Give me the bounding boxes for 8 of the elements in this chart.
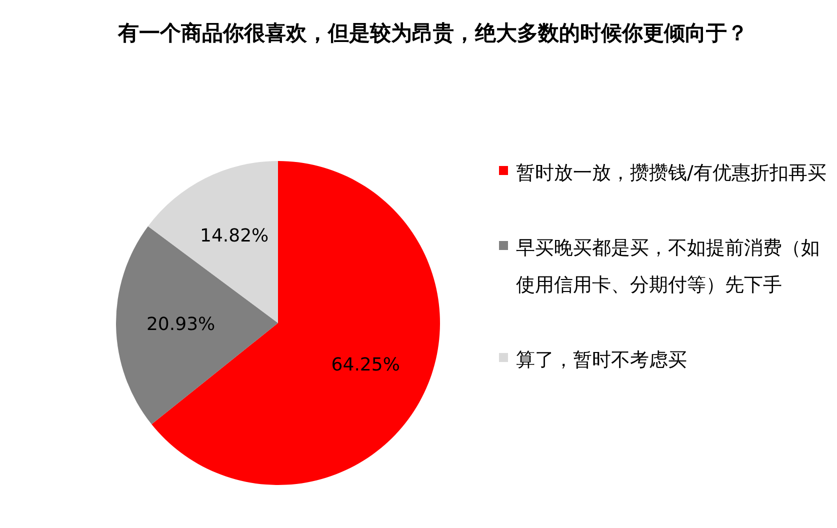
legend-label: 早买晚买都是买，不如提前消费（如使用信用卡、分期付等）先下手 bbox=[516, 237, 820, 296]
legend-label: 暂时放一放，攒攒钱/有优惠折扣再买 bbox=[516, 162, 826, 184]
legend-label: 算了，暂时不考虑买 bbox=[516, 349, 687, 371]
data-label: 14.82% bbox=[200, 226, 269, 247]
pie-slice bbox=[116, 226, 278, 424]
chart-title: 有一个商品你很喜欢，但是较为昂贵，绝大多数的时候你更倾向于？ bbox=[117, 21, 748, 45]
data-label: 20.93% bbox=[146, 314, 216, 336]
data-label: 64.25% bbox=[331, 354, 400, 376]
